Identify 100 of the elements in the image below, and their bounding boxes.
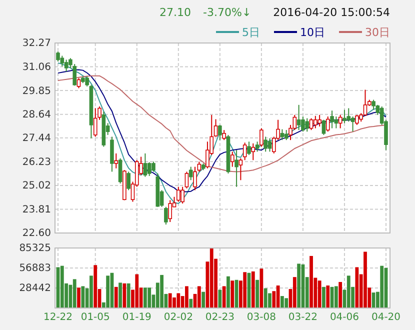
candlestick (234, 150, 238, 188)
bar (264, 288, 268, 308)
candlestick (305, 118, 310, 132)
legend-label: 5日 (242, 26, 260, 39)
y-tick-label: 25.02 (22, 180, 51, 192)
text: 27.10 (160, 6, 192, 19)
y-tick-label: 27.44 (22, 133, 51, 144)
bar (77, 288, 80, 308)
candlestick (363, 89, 368, 116)
candlestick (260, 128, 264, 148)
candlestick (334, 116, 338, 129)
candlestick (230, 151, 234, 168)
candlestick (264, 136, 268, 152)
bar (230, 280, 234, 308)
bar (168, 293, 172, 308)
candlestick (218, 124, 222, 141)
bar (94, 265, 98, 308)
bar (251, 271, 255, 308)
bar (322, 286, 326, 308)
bar (226, 276, 230, 308)
candlestick (152, 161, 156, 172)
line-series (58, 75, 386, 172)
candlestick (168, 200, 172, 222)
candlestick (280, 128, 284, 141)
bar (210, 248, 214, 308)
x-tick-label: 12-22 (43, 312, 73, 324)
x-tick-label: 01-05 (80, 312, 110, 324)
candlestick (188, 166, 193, 181)
x-tick-label: 02-02 (164, 312, 193, 324)
text: -3.70%↓ (203, 6, 252, 19)
bar (118, 282, 122, 308)
y-tick-label: 29.85 (22, 86, 51, 97)
x-tick-label: 04-06 (330, 312, 360, 324)
candlestick (110, 136, 114, 172)
bar (256, 280, 259, 308)
bar (276, 286, 280, 308)
bar (346, 276, 350, 308)
candlestick (222, 130, 226, 141)
bar (197, 286, 201, 308)
bar (148, 288, 152, 308)
candlestick (322, 119, 326, 136)
text: 2016-04-20 15:00:54 (273, 6, 390, 19)
bar (202, 292, 206, 308)
candlestick (338, 114, 342, 129)
candlestick (193, 166, 197, 191)
bar (334, 286, 338, 308)
bar (338, 282, 342, 308)
bar (326, 286, 330, 308)
candlestick (197, 161, 202, 172)
candlestick (184, 171, 189, 189)
bar (72, 279, 76, 308)
candlestick (355, 114, 359, 126)
y-tick-label: 56883 (19, 263, 51, 274)
candlestick (126, 171, 130, 191)
bar (260, 268, 264, 308)
bar (380, 266, 384, 308)
x-tick-label: 03-08 (246, 312, 276, 324)
y-tick-label: 85325 (19, 243, 51, 254)
candlestick (346, 108, 351, 122)
candlestick (330, 110, 334, 129)
bar (90, 276, 93, 308)
candlestick (255, 141, 260, 152)
candlestick (318, 114, 322, 128)
candlestick (326, 116, 330, 132)
x-tick-label: 02-23 (205, 312, 234, 324)
bar (297, 264, 301, 308)
y-tick-label: 28442 (19, 283, 51, 294)
candlestick (180, 186, 184, 204)
candlestick (164, 206, 168, 226)
candlestick (76, 78, 81, 89)
candlestick (143, 152, 148, 178)
bar (60, 266, 64, 308)
bar (364, 252, 367, 308)
bar (160, 274, 164, 308)
candlestick (242, 142, 247, 161)
y-tick-label: 26.23 (22, 156, 51, 168)
candlestick (350, 116, 355, 132)
legend-label: 30日 (365, 26, 390, 39)
candlestick (176, 186, 180, 202)
bar (122, 283, 126, 308)
candlestick (238, 158, 243, 181)
y-tick-label: 28.64 (22, 110, 51, 121)
candlestick (314, 115, 318, 129)
y-tick-label: 31.06 (22, 62, 51, 73)
candlestick (284, 130, 288, 141)
bar (222, 286, 226, 308)
candlestick (114, 152, 118, 169)
y-tick-label: 23.81 (22, 204, 51, 216)
candlestick (268, 138, 272, 152)
bar (292, 277, 296, 308)
candlestick (93, 108, 98, 138)
bar (143, 288, 147, 308)
candlestick (214, 118, 218, 138)
candlestick (247, 141, 251, 156)
bar (310, 256, 313, 308)
x-tick-label: 04-20 (371, 312, 401, 324)
legend-label: 10日 (300, 26, 325, 39)
candlestick (64, 59, 68, 72)
candlestick (60, 55, 64, 67)
bar (189, 298, 193, 308)
